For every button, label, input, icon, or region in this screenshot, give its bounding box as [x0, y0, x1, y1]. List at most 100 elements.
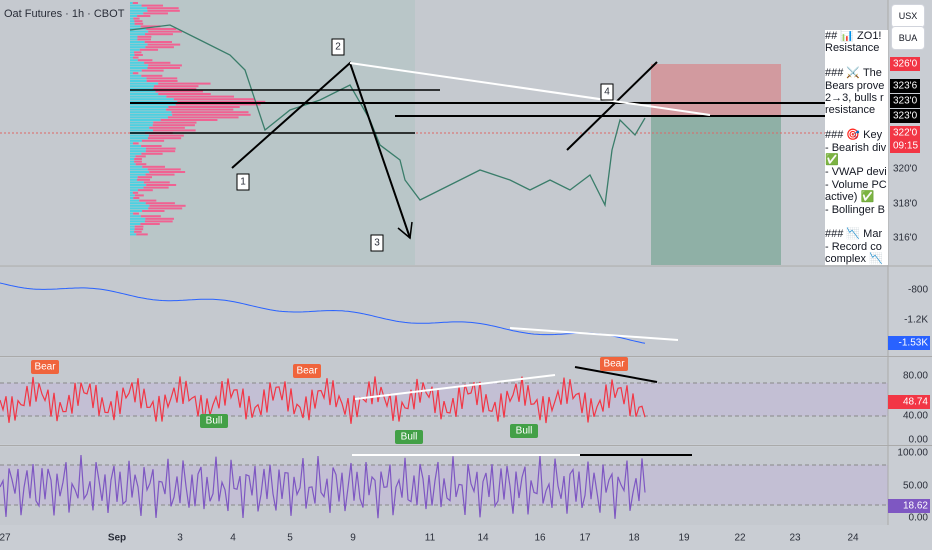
- profile-bar: [171, 111, 249, 114]
- profile-bar: [148, 30, 182, 33]
- axis-label: -1.53K: [899, 338, 929, 349]
- profile-bar: [130, 126, 150, 129]
- profile-bar: [140, 223, 160, 225]
- profile-bar: [130, 152, 142, 155]
- profile-bar: [130, 181, 144, 184]
- axis-label: -1.2K: [904, 315, 928, 326]
- axis-label: 40.00: [903, 411, 928, 422]
- profile-bar: [130, 33, 146, 36]
- note-line: - VWAP devi: [825, 166, 887, 179]
- profile-bar: [135, 163, 147, 166]
- toolbar-button[interactable]: USX: [891, 4, 925, 28]
- profile-bar: [130, 225, 135, 228]
- profile-bar: [146, 184, 177, 186]
- profile-bar: [134, 158, 142, 160]
- profile-bar: [132, 191, 139, 194]
- profile-bar: [136, 233, 148, 236]
- profile-bar: [130, 46, 146, 49]
- price-badge: [890, 109, 920, 123]
- profile-bar: [177, 100, 266, 103]
- profile-bar: [130, 147, 146, 150]
- price-badge: [890, 139, 920, 153]
- profile-bar: [130, 95, 167, 98]
- profile-bar: [139, 199, 157, 202]
- price-label: 322'0: [893, 128, 918, 139]
- profile-bar: [142, 210, 165, 212]
- price-badge: [890, 94, 920, 108]
- note-line: - Bearish div: [825, 141, 887, 154]
- profile-bar: [130, 233, 137, 236]
- time-label: 3: [177, 533, 183, 544]
- profile-bar: [142, 165, 165, 168]
- profile-bar: [153, 121, 197, 124]
- profile-bar: [130, 158, 135, 160]
- divergence-line: [354, 374, 556, 400]
- profile-bar: [130, 142, 134, 145]
- profile-bar: [130, 171, 150, 173]
- profile-bar: [130, 176, 138, 179]
- time-label: 4: [230, 533, 236, 544]
- note-line: ### ⚔️ The: [825, 67, 882, 80]
- profile-bar: [143, 186, 169, 189]
- price-label: 316'0: [893, 233, 918, 244]
- profile-bar: [130, 77, 147, 80]
- price-label: 09:15: [893, 141, 918, 152]
- profile-bar: [130, 134, 149, 137]
- note-line: resistance: [825, 104, 876, 117]
- profile-bar: [130, 15, 138, 17]
- stoch-band: [0, 465, 888, 505]
- signal-label: Bear: [296, 366, 318, 377]
- price-label: 323'6: [893, 81, 918, 92]
- time-label: 18: [628, 533, 640, 544]
- note-line: complex 📉: [825, 253, 883, 265]
- profile-bar: [143, 181, 170, 184]
- profile-bar: [130, 43, 148, 46]
- signal-label: Bull: [206, 416, 223, 427]
- profile-bar: [133, 17, 140, 20]
- profile-bar: [147, 7, 179, 10]
- toolbar-button[interactable]: BUA: [891, 26, 925, 50]
- time-label: 19: [678, 533, 690, 544]
- note-panel: ## 📊 ZO1! Resistance ### ⚔️ The Bears prove…: [825, 30, 888, 265]
- profile-bar: [130, 165, 143, 168]
- profile-bar: [146, 80, 178, 82]
- time-label: 22: [734, 533, 746, 544]
- profile-bar: [130, 38, 138, 41]
- volume-profile: [130, 2, 266, 236]
- profile-bar: [147, 67, 180, 69]
- divergence-line: [509, 327, 679, 341]
- resistance-line: [349, 62, 711, 116]
- note-line: ### 🎯 Key: [825, 129, 883, 142]
- profile-bar: [145, 150, 176, 153]
- profile-bar: [168, 106, 240, 108]
- profile-bar: [130, 207, 149, 210]
- profile-bar: [130, 223, 141, 225]
- profile-bar: [130, 64, 149, 67]
- profile-bar: [130, 124, 153, 127]
- profile-bar: [130, 160, 135, 163]
- profile-bar: [141, 152, 163, 155]
- axis-badge: [888, 395, 930, 409]
- profile-bar: [175, 103, 261, 106]
- profile-bar: [146, 77, 178, 80]
- profile-bar: [130, 69, 142, 72]
- profile-bar: [141, 69, 164, 72]
- note-line: ### 📉 Mar: [825, 228, 883, 241]
- time-label: 23: [789, 533, 801, 544]
- profile-bar: [130, 220, 145, 223]
- profile-bar: [145, 46, 174, 49]
- note-line: - Record co: [825, 240, 882, 253]
- note-line: active) ✅: [825, 191, 875, 204]
- wave-label: 2: [335, 42, 341, 53]
- axis-label: 18.62: [903, 501, 928, 512]
- profile-bar: [130, 93, 159, 95]
- price-badge: [890, 126, 920, 140]
- profile-bar: [158, 93, 211, 95]
- note-line: ✅: [825, 154, 839, 167]
- profile-bar: [152, 129, 196, 132]
- profile-bar: [130, 12, 144, 15]
- profile-bar: [130, 20, 135, 23]
- profile-bar: [130, 103, 176, 106]
- profile-bar: [130, 113, 173, 116]
